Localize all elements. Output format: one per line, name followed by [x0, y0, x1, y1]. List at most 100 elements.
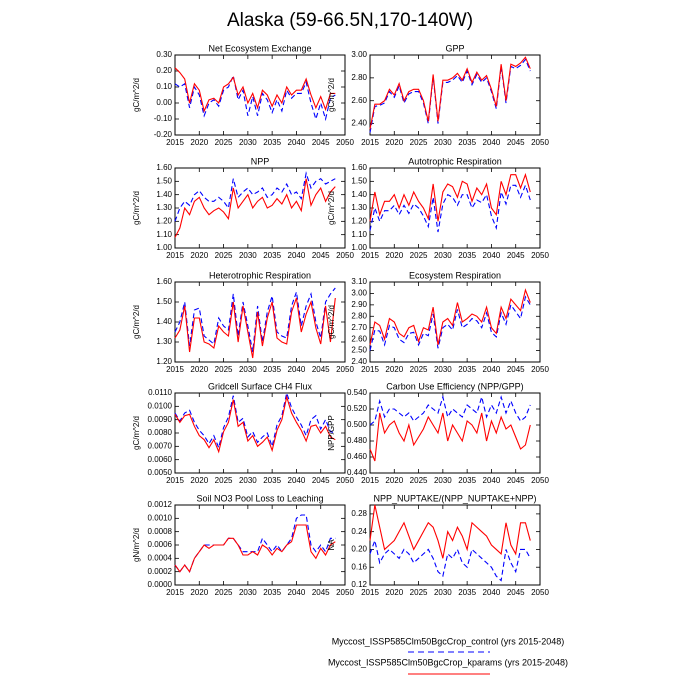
- series-line: [369, 172, 531, 222]
- y-tick-label: 0.30: [156, 50, 172, 59]
- x-tick-label: 2025: [215, 365, 233, 374]
- x-tick-label: 2030: [434, 251, 452, 260]
- series-line: [369, 538, 531, 582]
- x-tick-label: 2050: [336, 251, 354, 260]
- y-tick-label: 0.0006: [148, 540, 173, 549]
- y-tick-label: 3.10: [351, 277, 367, 286]
- y-axis-label: gC/m^2/d: [327, 78, 336, 112]
- x-tick-label: 2040: [483, 588, 501, 597]
- x-tick-label: 2015: [361, 588, 379, 597]
- x-tick-label: 2045: [507, 138, 525, 147]
- y-tick-label: 3.00: [351, 50, 367, 59]
- y-tick-label: 0.0002: [148, 567, 173, 576]
- y-tick-label: 2.70: [351, 323, 367, 332]
- x-tick-label: 2045: [312, 251, 330, 260]
- x-tick-label: 2020: [385, 588, 403, 597]
- y-tick-label: 0.0080: [148, 428, 173, 437]
- y-tick-label: 0.0008: [148, 527, 173, 536]
- y-axis-label: gC/m^2/d: [132, 416, 141, 450]
- x-tick-label: 2040: [483, 251, 501, 260]
- y-axis-label: gC/m^2/d: [132, 305, 141, 339]
- y-axis-label: gC/m^2/d: [327, 305, 336, 339]
- figure-title: Alaska (59-66.5N,170-140W): [227, 10, 473, 31]
- y-tick-label: 1.40: [351, 190, 367, 199]
- x-tick-label: 2015: [166, 251, 184, 260]
- x-tick-label: 2045: [312, 476, 330, 485]
- x-tick-label: 2050: [336, 476, 354, 485]
- series-line: [369, 504, 531, 559]
- series-line: [174, 297, 336, 359]
- x-tick-label: 2035: [458, 251, 476, 260]
- plot-frame: [369, 281, 541, 363]
- x-tick-label: 2040: [288, 251, 306, 260]
- y-axis-label: gC/m^2/d: [132, 191, 141, 225]
- y-tick-label: 0.480: [347, 436, 368, 445]
- x-tick-label: 2045: [507, 588, 525, 597]
- panel-title: Soil NO3 Pool Loss to Leaching: [196, 493, 323, 503]
- y-tick-label: 1.20: [351, 216, 367, 225]
- y-axis-label: gC/m^2/d: [327, 191, 336, 225]
- x-tick-label: 2050: [531, 476, 549, 485]
- x-tick-label: 2040: [288, 476, 306, 485]
- y-tick-label: 1.30: [156, 203, 172, 212]
- x-tick-label: 2020: [190, 138, 208, 147]
- x-tick-label: 2025: [215, 476, 233, 485]
- x-tick-label: 2020: [190, 588, 208, 597]
- y-tick-label: 1.20: [156, 216, 172, 225]
- x-tick-label: 2050: [531, 138, 549, 147]
- y-tick-label: 2.80: [351, 73, 367, 82]
- y-tick-label: 1.40: [156, 190, 172, 199]
- x-tick-label: 2015: [361, 251, 379, 260]
- x-tick-label: 2030: [239, 588, 257, 597]
- y-tick-label: 0.0050: [148, 468, 173, 477]
- series-line: [174, 178, 336, 238]
- series-line: [369, 288, 531, 345]
- x-tick-label: 2050: [531, 588, 549, 597]
- y-tick-label: 0.0060: [148, 455, 173, 464]
- y-tick-label: -0.20: [154, 130, 173, 139]
- x-tick-label: 2045: [312, 365, 330, 374]
- y-tick-label: 0.24: [351, 527, 367, 536]
- y-tick-label: 2.40: [351, 119, 367, 128]
- series-line: [174, 171, 336, 222]
- series-line: [369, 412, 531, 462]
- series-line: [174, 390, 336, 450]
- y-tick-label: 2.80: [351, 311, 367, 320]
- panel-title: GPP: [445, 43, 464, 53]
- x-tick-label: 2015: [166, 138, 184, 147]
- x-tick-label: 2045: [507, 365, 525, 374]
- x-tick-label: 2050: [336, 365, 354, 374]
- series-line: [369, 183, 531, 233]
- y-tick-label: 1.50: [156, 176, 172, 185]
- x-tick-label: 2035: [263, 251, 281, 260]
- x-tick-label: 2035: [263, 476, 281, 485]
- y-tick-label: 0.0070: [148, 441, 173, 450]
- y-tick-label: 1.60: [156, 277, 172, 286]
- x-tick-label: 2025: [410, 251, 428, 260]
- y-tick-label: 1.60: [351, 163, 367, 172]
- x-tick-label: 2035: [263, 138, 281, 147]
- y-tick-label: 0.0000: [148, 580, 173, 589]
- y-tick-label: 0.20: [156, 66, 172, 75]
- y-tick-label: 0.10: [156, 82, 172, 91]
- plot-frame: [369, 392, 541, 474]
- x-tick-label: 2030: [239, 476, 257, 485]
- plot-frame: [369, 504, 541, 586]
- x-tick-label: 2040: [483, 365, 501, 374]
- panel-title: Heterotrophic Respiration: [209, 270, 311, 280]
- x-tick-label: 2020: [385, 365, 403, 374]
- series-line: [174, 524, 336, 573]
- y-tick-label: 0.0004: [148, 553, 173, 562]
- plot-frame: [174, 54, 346, 136]
- x-tick-label: 2035: [458, 476, 476, 485]
- y-tick-label: 1.60: [156, 163, 172, 172]
- x-tick-label: 2050: [336, 588, 354, 597]
- y-tick-label: 0.16: [351, 562, 367, 571]
- y-tick-label: 1.10: [156, 230, 172, 239]
- x-tick-label: 2025: [215, 138, 233, 147]
- legend-label: Myccost_ISSP585Clm50BgcCrop_kparams (yrs…: [328, 657, 568, 667]
- series-line: [174, 67, 336, 113]
- x-tick-label: 2050: [531, 365, 549, 374]
- series-line: [369, 56, 531, 130]
